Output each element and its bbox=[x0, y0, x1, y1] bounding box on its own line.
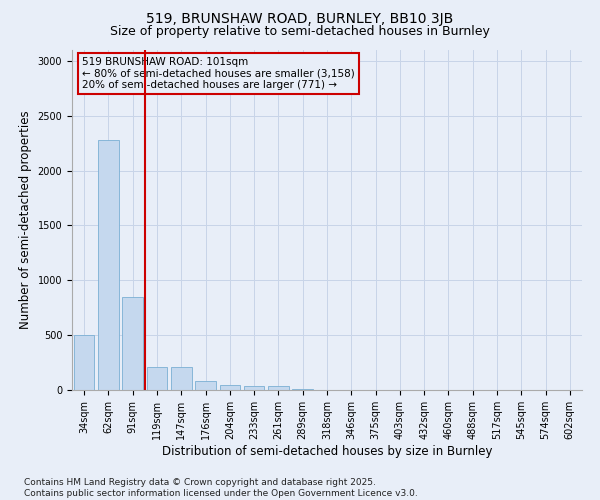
Bar bbox=[195, 381, 216, 390]
Text: 519 BRUNSHAW ROAD: 101sqm
← 80% of semi-detached houses are smaller (3,158)
20% : 519 BRUNSHAW ROAD: 101sqm ← 80% of semi-… bbox=[82, 57, 355, 90]
Bar bbox=[171, 367, 191, 390]
Bar bbox=[268, 386, 289, 390]
Text: Contains HM Land Registry data © Crown copyright and database right 2025.
Contai: Contains HM Land Registry data © Crown c… bbox=[24, 478, 418, 498]
Y-axis label: Number of semi-detached properties: Number of semi-detached properties bbox=[19, 110, 32, 330]
Bar bbox=[244, 386, 265, 390]
Bar bbox=[220, 384, 240, 390]
Bar bbox=[146, 367, 167, 390]
Bar bbox=[122, 297, 143, 390]
Text: 519, BRUNSHAW ROAD, BURNLEY, BB10 3JB: 519, BRUNSHAW ROAD, BURNLEY, BB10 3JB bbox=[146, 12, 454, 26]
Text: Size of property relative to semi-detached houses in Burnley: Size of property relative to semi-detach… bbox=[110, 25, 490, 38]
X-axis label: Distribution of semi-detached houses by size in Burnley: Distribution of semi-detached houses by … bbox=[162, 444, 492, 458]
Bar bbox=[98, 140, 119, 390]
Bar bbox=[74, 335, 94, 390]
